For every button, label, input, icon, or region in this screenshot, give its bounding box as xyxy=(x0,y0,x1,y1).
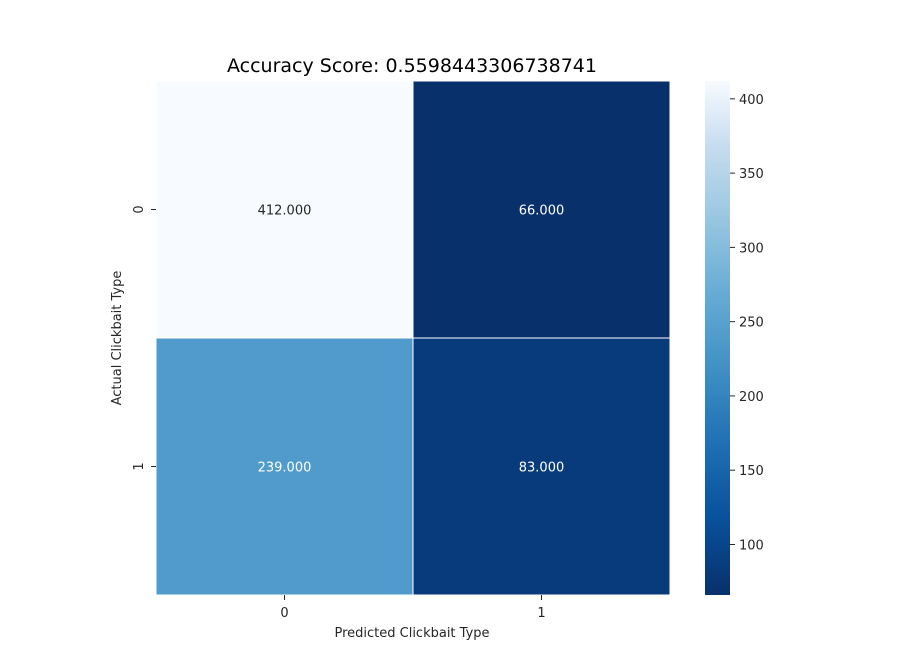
chart-title: Accuracy Score: 0.5598443306738741 xyxy=(227,55,597,77)
y-tick-label-1: 1 xyxy=(132,462,147,470)
heatmap-cells xyxy=(155,80,671,596)
heatmap-cell-labels: 412.000 66.000 239.000 83.000 xyxy=(258,204,565,476)
x-tick-label-0: 0 xyxy=(280,606,288,621)
colorbar-ticks: 100 150 200 250 300 350 400 xyxy=(730,93,764,553)
colorbar-tick-label-5: 350 xyxy=(739,167,764,182)
x-tick-label-1: 1 xyxy=(537,606,545,621)
cell-label-1-1: 83.000 xyxy=(519,461,565,476)
colorbar-tick-label-3: 250 xyxy=(739,316,764,331)
y-axis-label: Actual Clickbait Type xyxy=(110,271,125,406)
heatmap-cell-1-1 xyxy=(412,337,671,596)
colorbar-tick-label-2: 200 xyxy=(739,390,764,405)
colorbar xyxy=(705,81,730,595)
y-tick-label-0: 0 xyxy=(132,205,147,213)
y-axis-ticks: 01 xyxy=(132,205,156,471)
colorbar-tick-label-6: 400 xyxy=(739,93,764,108)
x-axis-label: Predicted Clickbait Type xyxy=(334,626,489,641)
heatmap-cell-0-0 xyxy=(155,80,414,339)
colorbar-tick-label-4: 300 xyxy=(739,241,764,256)
heatmap-cell-0-1 xyxy=(412,80,671,339)
cell-label-1-0: 239.000 xyxy=(258,461,312,476)
colorbar-tick-label-0: 100 xyxy=(739,538,764,553)
cell-label-0-1: 66.000 xyxy=(519,204,565,219)
colorbar-tick-label-1: 150 xyxy=(739,464,764,479)
cell-label-0-0: 412.000 xyxy=(258,204,312,219)
heatmap-cell-1-0 xyxy=(155,337,414,596)
